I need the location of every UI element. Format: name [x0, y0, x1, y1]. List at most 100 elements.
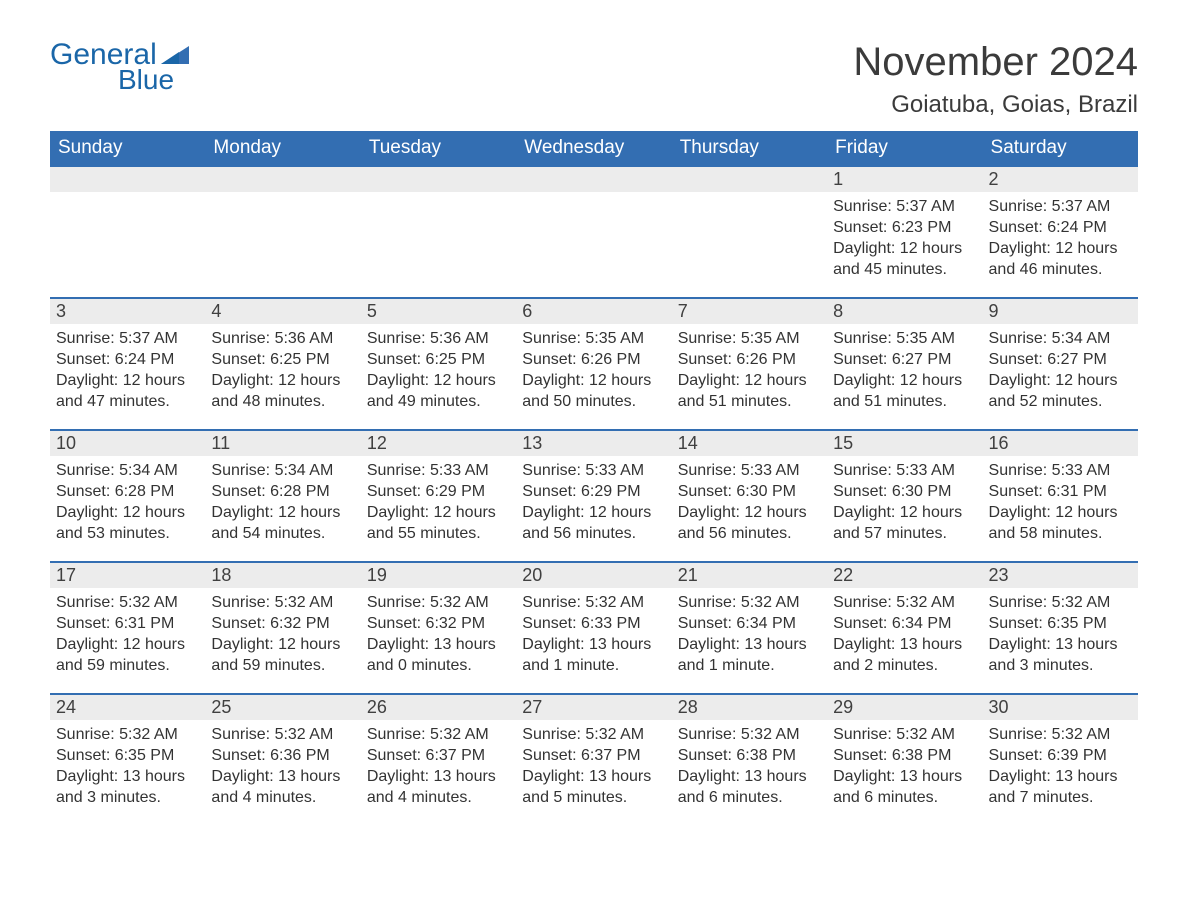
- daylight-text: Daylight: 12 hours and 58 minutes.: [989, 502, 1132, 544]
- calendar-day-cell: 23Sunrise: 5:32 AMSunset: 6:35 PMDayligh…: [983, 561, 1138, 693]
- weekday-header: Wednesday: [516, 131, 671, 165]
- calendar-day-cell: [50, 165, 205, 297]
- daylight-text: Daylight: 12 hours and 59 minutes.: [56, 634, 199, 676]
- daylight-text: Daylight: 12 hours and 51 minutes.: [678, 370, 821, 412]
- day-details: Sunrise: 5:33 AMSunset: 6:31 PMDaylight:…: [983, 456, 1138, 552]
- day-body-empty: [516, 192, 671, 272]
- calendar-day-cell: 3Sunrise: 5:37 AMSunset: 6:24 PMDaylight…: [50, 297, 205, 429]
- calendar-day-cell: 29Sunrise: 5:32 AMSunset: 6:38 PMDayligh…: [827, 693, 982, 825]
- daylight-text: Daylight: 13 hours and 3 minutes.: [56, 766, 199, 808]
- calendar-day-cell: 5Sunrise: 5:36 AMSunset: 6:25 PMDaylight…: [361, 297, 516, 429]
- page-title: November 2024: [853, 40, 1138, 85]
- daylight-text: Daylight: 13 hours and 6 minutes.: [678, 766, 821, 808]
- day-number: 29: [827, 693, 982, 720]
- day-body-empty: [50, 192, 205, 272]
- day-number: 8: [827, 297, 982, 324]
- day-number: 9: [983, 297, 1138, 324]
- sunrise-text: Sunrise: 5:36 AM: [367, 328, 510, 349]
- calendar-day-cell: [516, 165, 671, 297]
- day-details: Sunrise: 5:37 AMSunset: 6:23 PMDaylight:…: [827, 192, 982, 288]
- calendar-day-cell: 4Sunrise: 5:36 AMSunset: 6:25 PMDaylight…: [205, 297, 360, 429]
- sunrise-text: Sunrise: 5:32 AM: [989, 592, 1132, 613]
- sunrise-text: Sunrise: 5:33 AM: [367, 460, 510, 481]
- day-number: 2: [983, 165, 1138, 192]
- day-details: Sunrise: 5:35 AMSunset: 6:26 PMDaylight:…: [672, 324, 827, 420]
- sunset-text: Sunset: 6:27 PM: [833, 349, 976, 370]
- calendar-day-cell: 24Sunrise: 5:32 AMSunset: 6:35 PMDayligh…: [50, 693, 205, 825]
- daylight-text: Daylight: 12 hours and 53 minutes.: [56, 502, 199, 544]
- weekday-header: Friday: [827, 131, 982, 165]
- sunrise-text: Sunrise: 5:32 AM: [678, 724, 821, 745]
- daylight-text: Daylight: 12 hours and 56 minutes.: [678, 502, 821, 544]
- sunrise-text: Sunrise: 5:32 AM: [56, 724, 199, 745]
- logo-flag-icon: [161, 46, 189, 64]
- calendar-day-cell: [361, 165, 516, 297]
- day-body-empty: [672, 192, 827, 272]
- daylight-text: Daylight: 12 hours and 52 minutes.: [989, 370, 1132, 412]
- sunset-text: Sunset: 6:29 PM: [367, 481, 510, 502]
- day-details: Sunrise: 5:33 AMSunset: 6:30 PMDaylight:…: [672, 456, 827, 552]
- sunset-text: Sunset: 6:26 PM: [678, 349, 821, 370]
- logo-word-blue: Blue: [118, 66, 189, 94]
- calendar-day-cell: 30Sunrise: 5:32 AMSunset: 6:39 PMDayligh…: [983, 693, 1138, 825]
- day-number: 17: [50, 561, 205, 588]
- day-number: 14: [672, 429, 827, 456]
- daylight-text: Daylight: 13 hours and 3 minutes.: [989, 634, 1132, 676]
- day-body-empty: [205, 192, 360, 272]
- sunset-text: Sunset: 6:37 PM: [367, 745, 510, 766]
- day-number: 20: [516, 561, 671, 588]
- day-number-empty: [205, 165, 360, 192]
- sunset-text: Sunset: 6:25 PM: [367, 349, 510, 370]
- sunset-text: Sunset: 6:30 PM: [833, 481, 976, 502]
- weekday-header: Sunday: [50, 131, 205, 165]
- sunrise-text: Sunrise: 5:32 AM: [522, 592, 665, 613]
- day-number: 26: [361, 693, 516, 720]
- sunrise-text: Sunrise: 5:33 AM: [989, 460, 1132, 481]
- day-details: Sunrise: 5:37 AMSunset: 6:24 PMDaylight:…: [50, 324, 205, 420]
- daylight-text: Daylight: 13 hours and 7 minutes.: [989, 766, 1132, 808]
- day-details: Sunrise: 5:32 AMSunset: 6:33 PMDaylight:…: [516, 588, 671, 684]
- day-number: 21: [672, 561, 827, 588]
- day-details: Sunrise: 5:32 AMSunset: 6:34 PMDaylight:…: [672, 588, 827, 684]
- day-number: 7: [672, 297, 827, 324]
- calendar-day-cell: [672, 165, 827, 297]
- day-details: Sunrise: 5:32 AMSunset: 6:35 PMDaylight:…: [50, 720, 205, 816]
- day-details: Sunrise: 5:32 AMSunset: 6:31 PMDaylight:…: [50, 588, 205, 684]
- sunrise-text: Sunrise: 5:35 AM: [678, 328, 821, 349]
- sunset-text: Sunset: 6:24 PM: [989, 217, 1132, 238]
- sunset-text: Sunset: 6:32 PM: [367, 613, 510, 634]
- day-body-empty: [361, 192, 516, 272]
- day-details: Sunrise: 5:37 AMSunset: 6:24 PMDaylight:…: [983, 192, 1138, 288]
- day-details: Sunrise: 5:32 AMSunset: 6:32 PMDaylight:…: [205, 588, 360, 684]
- sunset-text: Sunset: 6:35 PM: [989, 613, 1132, 634]
- sunset-text: Sunset: 6:24 PM: [56, 349, 199, 370]
- calendar-day-cell: 28Sunrise: 5:32 AMSunset: 6:38 PMDayligh…: [672, 693, 827, 825]
- day-number: 13: [516, 429, 671, 456]
- calendar-week-row: 3Sunrise: 5:37 AMSunset: 6:24 PMDaylight…: [50, 297, 1138, 429]
- calendar-table: SundayMondayTuesdayWednesdayThursdayFrid…: [50, 131, 1138, 825]
- daylight-text: Daylight: 13 hours and 1 minute.: [678, 634, 821, 676]
- sunset-text: Sunset: 6:36 PM: [211, 745, 354, 766]
- weekday-header: Thursday: [672, 131, 827, 165]
- calendar-week-row: 10Sunrise: 5:34 AMSunset: 6:28 PMDayligh…: [50, 429, 1138, 561]
- day-number: 6: [516, 297, 671, 324]
- sunrise-text: Sunrise: 5:36 AM: [211, 328, 354, 349]
- daylight-text: Daylight: 12 hours and 45 minutes.: [833, 238, 976, 280]
- calendar-day-cell: 10Sunrise: 5:34 AMSunset: 6:28 PMDayligh…: [50, 429, 205, 561]
- day-number: 11: [205, 429, 360, 456]
- day-details: Sunrise: 5:32 AMSunset: 6:39 PMDaylight:…: [983, 720, 1138, 816]
- sunrise-text: Sunrise: 5:34 AM: [211, 460, 354, 481]
- calendar-day-cell: 13Sunrise: 5:33 AMSunset: 6:29 PMDayligh…: [516, 429, 671, 561]
- calendar-week-row: 1Sunrise: 5:37 AMSunset: 6:23 PMDaylight…: [50, 165, 1138, 297]
- sunset-text: Sunset: 6:28 PM: [211, 481, 354, 502]
- sunset-text: Sunset: 6:27 PM: [989, 349, 1132, 370]
- sunset-text: Sunset: 6:30 PM: [678, 481, 821, 502]
- calendar-day-cell: 6Sunrise: 5:35 AMSunset: 6:26 PMDaylight…: [516, 297, 671, 429]
- sunset-text: Sunset: 6:35 PM: [56, 745, 199, 766]
- day-details: Sunrise: 5:32 AMSunset: 6:32 PMDaylight:…: [361, 588, 516, 684]
- calendar-day-cell: 14Sunrise: 5:33 AMSunset: 6:30 PMDayligh…: [672, 429, 827, 561]
- daylight-text: Daylight: 12 hours and 54 minutes.: [211, 502, 354, 544]
- sunset-text: Sunset: 6:37 PM: [522, 745, 665, 766]
- daylight-text: Daylight: 12 hours and 56 minutes.: [522, 502, 665, 544]
- day-details: Sunrise: 5:35 AMSunset: 6:27 PMDaylight:…: [827, 324, 982, 420]
